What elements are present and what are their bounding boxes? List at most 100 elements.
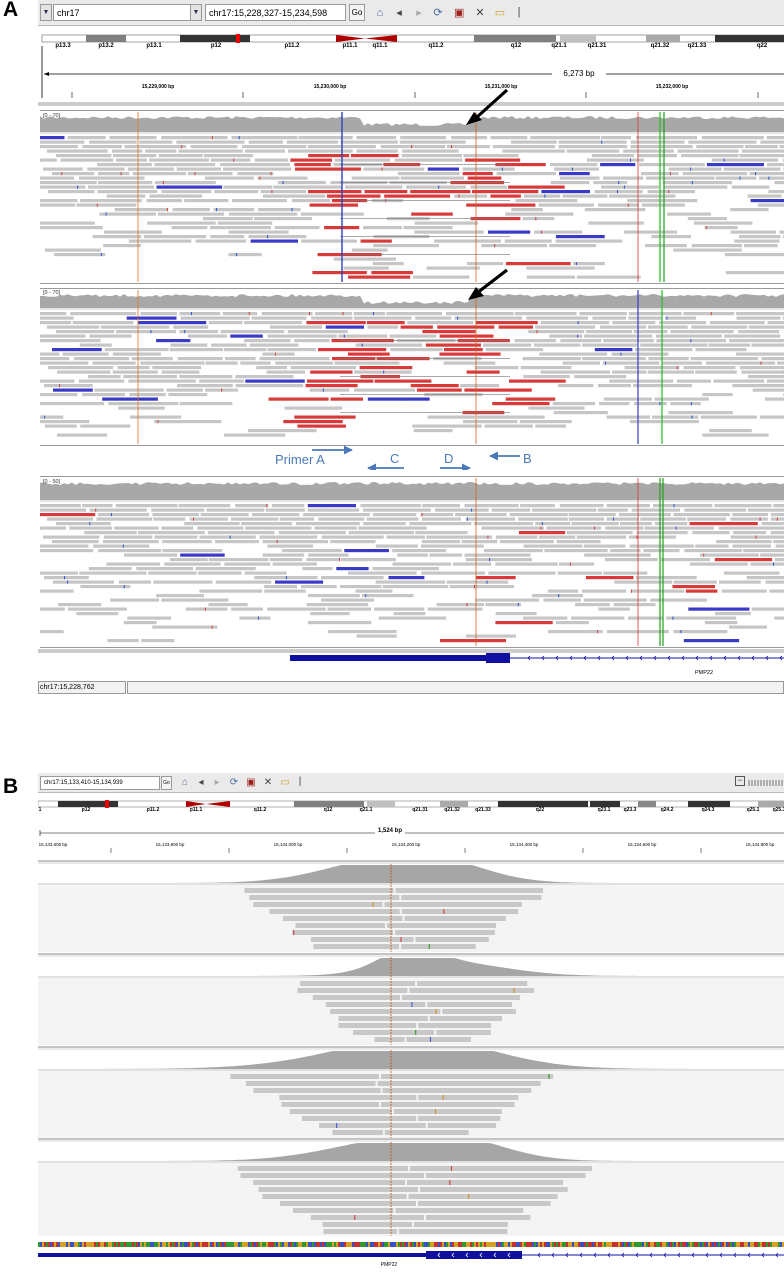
aligned-read[interactable] (220, 330, 285, 334)
discordant-read[interactable] (437, 325, 495, 329)
aligned-read[interactable] (761, 522, 784, 526)
aligned-read[interactable] (254, 158, 289, 162)
aligned-read[interactable] (180, 316, 250, 320)
aligned-read[interactable] (40, 140, 85, 144)
aligned-read[interactable] (708, 343, 751, 347)
aligned-read[interactable] (154, 181, 216, 185)
aligned-read[interactable] (132, 172, 187, 176)
aligned-read[interactable] (666, 616, 737, 620)
aligned-read[interactable] (500, 540, 554, 544)
aligned-read[interactable] (123, 621, 157, 625)
aligned-read[interactable] (524, 194, 561, 198)
aligned-read[interactable] (598, 607, 630, 611)
aligned-read[interactable] (418, 1095, 519, 1100)
aligned-read[interactable] (683, 312, 735, 316)
aligned-read[interactable] (540, 370, 611, 374)
aligned-read[interactable] (559, 504, 604, 508)
aligned-read[interactable] (410, 1166, 592, 1171)
aligned-read[interactable] (414, 230, 484, 234)
coverage-histogram[interactable] (40, 482, 784, 500)
aligned-read[interactable] (774, 181, 784, 185)
aligned-read[interactable] (358, 526, 427, 530)
aligned-read[interactable] (751, 607, 784, 611)
aligned-read[interactable] (558, 145, 628, 149)
aligned-read[interactable] (418, 1116, 501, 1121)
aligned-read[interactable] (415, 316, 452, 320)
aligned-read[interactable] (136, 567, 193, 571)
aligned-read[interactable] (395, 1208, 524, 1213)
aligned-read[interactable] (429, 553, 462, 557)
aligned-read[interactable] (752, 388, 784, 392)
aligned-read[interactable] (583, 598, 647, 602)
aligned-read[interactable] (654, 397, 709, 401)
aligned-read[interactable] (40, 203, 76, 207)
aligned-read[interactable] (157, 212, 225, 216)
aligned-read[interactable] (230, 334, 263, 338)
aligned-read[interactable] (240, 1173, 425, 1178)
aligned-read[interactable] (288, 149, 353, 153)
aligned-read[interactable] (612, 321, 656, 325)
aligned-read[interactable] (354, 316, 412, 320)
aligned-read[interactable] (534, 230, 583, 234)
aligned-read[interactable] (48, 366, 114, 370)
discordant-read[interactable] (40, 513, 96, 517)
aligned-read[interactable] (403, 226, 453, 230)
aligned-read[interactable] (769, 589, 784, 593)
aligned-read[interactable] (40, 321, 72, 325)
aligned-read[interactable] (307, 621, 372, 625)
aligned-read[interactable] (723, 167, 781, 171)
coverage-histogram[interactable] (38, 1143, 784, 1161)
aligned-read[interactable] (407, 321, 474, 325)
aligned-read[interactable] (434, 508, 489, 512)
aligned-read[interactable] (630, 140, 685, 144)
discordant-read[interactable] (508, 185, 565, 189)
aligned-read[interactable] (301, 585, 337, 589)
aligned-read[interactable] (52, 540, 99, 544)
discordant-read[interactable] (672, 585, 716, 589)
aligned-read[interactable] (614, 580, 673, 584)
aligned-read[interactable] (40, 226, 103, 230)
aligned-read[interactable] (344, 549, 389, 553)
aligned-read[interactable] (171, 226, 208, 230)
aligned-read[interactable] (652, 415, 699, 419)
aligned-read[interactable] (98, 181, 153, 185)
discordant-read[interactable] (330, 397, 364, 401)
discordant-read[interactable] (411, 212, 453, 216)
aligned-read[interactable] (140, 312, 177, 316)
aligned-read[interactable] (40, 357, 70, 361)
aligned-read[interactable] (543, 598, 581, 602)
aligned-read[interactable] (139, 140, 173, 144)
aligned-read[interactable] (269, 325, 323, 329)
aligned-read[interactable] (217, 221, 273, 225)
aligned-read[interactable] (127, 167, 175, 171)
aligned-read[interactable] (463, 154, 519, 158)
aligned-read[interactable] (274, 226, 320, 230)
panel-b-gene-track[interactable] (38, 1250, 784, 1262)
aligned-read[interactable] (264, 589, 306, 593)
aligned-read[interactable] (417, 981, 528, 986)
aligned-read[interactable] (464, 553, 531, 557)
aligned-read[interactable] (770, 531, 784, 535)
aligned-read[interactable] (694, 221, 753, 225)
aligned-read[interactable] (412, 424, 482, 428)
aligned-read[interactable] (40, 630, 64, 634)
aligned-read[interactable] (244, 149, 285, 153)
aligned-read[interactable] (161, 136, 228, 140)
aligned-read[interactable] (177, 357, 223, 361)
aligned-read[interactable] (401, 895, 542, 900)
aligned-read[interactable] (495, 535, 538, 539)
discordant-read[interactable] (297, 424, 346, 428)
aligned-read[interactable] (40, 185, 86, 189)
aligned-read[interactable] (627, 616, 663, 620)
aligned-read[interactable] (206, 508, 265, 512)
aligned-read[interactable] (579, 312, 627, 316)
discordant-read[interactable] (685, 589, 718, 593)
aligned-read[interactable] (485, 603, 521, 607)
aligned-read[interactable] (384, 902, 523, 907)
discordant-read[interactable] (462, 172, 493, 176)
aligned-read[interactable] (770, 513, 784, 517)
aligned-read[interactable] (258, 1187, 419, 1192)
discordant-read[interactable] (348, 275, 411, 279)
aligned-read[interactable] (519, 420, 572, 424)
aligned-read[interactable] (647, 190, 695, 194)
